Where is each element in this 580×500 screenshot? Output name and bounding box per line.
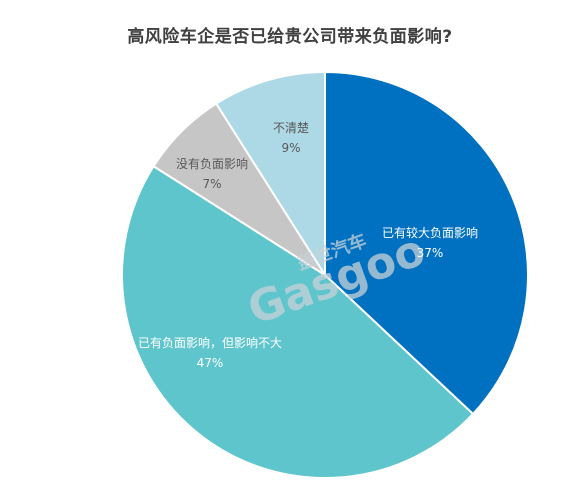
pie-slice xyxy=(214,70,326,279)
slice-value-label: 37% xyxy=(417,246,444,260)
chart-title: 高风险车企是否已给贵公司带来负面影响? xyxy=(127,27,453,47)
slice-value-label: 47% xyxy=(197,356,224,370)
pie-labels: 已有较大负面影响 37% 已有负面影响，但影响不大 47% 没有负面影响 7% 不清楚 9% xyxy=(138,121,478,370)
slice-value-label: 9% xyxy=(281,141,300,155)
slice-category-label: 没有负面影响 xyxy=(176,156,248,171)
pie-slice xyxy=(121,164,475,479)
slice-value-label: 7% xyxy=(202,177,221,191)
slice-category-label: 已有负面影响，但影响不大 xyxy=(138,335,282,350)
pie-slice xyxy=(324,70,529,416)
pie-slices xyxy=(121,70,529,479)
slice-category-label: 不清楚 xyxy=(273,121,309,135)
slice-category-label: 已有较大负面影响 xyxy=(382,225,478,240)
